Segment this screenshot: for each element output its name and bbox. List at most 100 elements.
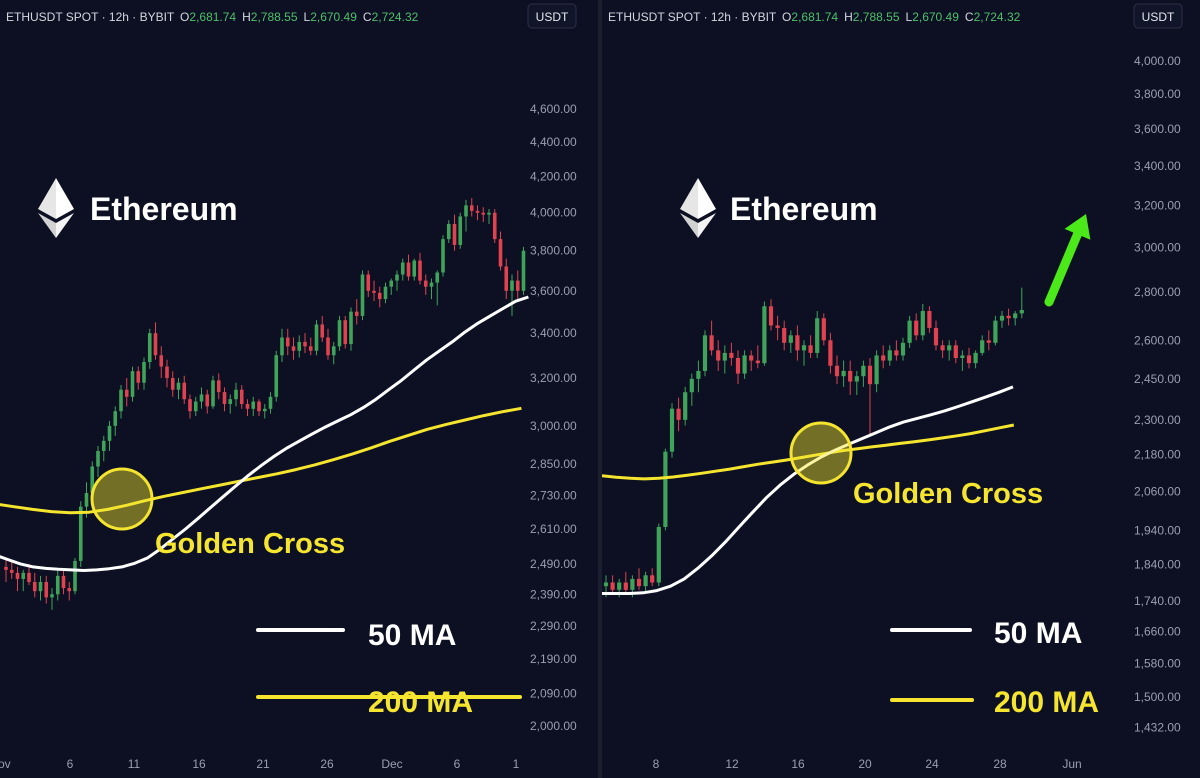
candle-body [636, 578, 642, 587]
candle-body [67, 588, 72, 592]
golden-cross-label: Golden Cross [155, 528, 345, 560]
candle-body [1006, 315, 1011, 319]
x-tick-label: Nov [0, 757, 11, 771]
candle-body [205, 394, 210, 407]
header-o-value: 2,681.74 [791, 10, 838, 24]
candle-body [867, 365, 873, 385]
candle-body [487, 212, 491, 215]
candle-body [199, 394, 204, 402]
candle-body [735, 358, 741, 374]
candle-body [285, 337, 290, 347]
candle-body [966, 355, 972, 364]
y-tick-label: 2,800.00 [1134, 285, 1181, 299]
candle-body [124, 389, 129, 397]
candle-body [927, 311, 932, 328]
candle-body [234, 389, 238, 400]
candle-body [775, 325, 780, 328]
candle-body [423, 280, 428, 287]
candle-body [999, 315, 1005, 321]
candle-body [689, 378, 694, 393]
y-tick-label: 2,850.00 [530, 457, 577, 471]
y-tick-label: 2,450.00 [1134, 372, 1181, 386]
candle-body [182, 382, 187, 400]
currency-button[interactable] [1133, 3, 1183, 29]
candle-body [481, 212, 486, 215]
candle-body [245, 403, 250, 409]
candle-body [709, 335, 714, 351]
candle-body [147, 333, 152, 363]
y-tick-label: 4,000.00 [530, 206, 577, 220]
candle-body [349, 311, 353, 345]
candle-body [412, 260, 417, 277]
candle-body [291, 346, 296, 351]
currency-button-label[interactable]: USDT [1142, 10, 1175, 24]
x-tick-label: 11 [128, 757, 141, 771]
candle-body [610, 582, 615, 590]
candle-body [136, 371, 141, 383]
candle-body [515, 280, 520, 291]
candle-body [400, 262, 405, 275]
header-o-label: O [782, 10, 791, 24]
y-tick-label: 4,000.00 [1134, 54, 1181, 68]
candle-body [617, 582, 622, 590]
candle-body [90, 466, 95, 494]
candle-body [165, 366, 169, 379]
candle-body [881, 355, 886, 361]
candle-body [395, 274, 399, 281]
candle-body [38, 581, 43, 592]
candle-body [337, 320, 342, 347]
candle-body [314, 324, 319, 351]
chart-title: Ethereum [90, 191, 238, 227]
y-tick-label: 1,500.00 [1134, 690, 1181, 704]
header-h-label: H [844, 10, 853, 24]
candle-body [782, 327, 787, 343]
chart-title: Ethereum [730, 191, 878, 227]
candle-body [366, 274, 371, 291]
y-tick-label: 2,060.00 [1134, 484, 1181, 498]
eth-facet-lower-right [56, 213, 74, 238]
header-c-label: C [965, 10, 974, 24]
candle-body [788, 335, 793, 343]
y-tick-label: 2,190.00 [530, 652, 577, 666]
candle-body [696, 370, 701, 379]
candle-body [630, 578, 635, 590]
candle-body [464, 205, 468, 217]
candle-body [257, 401, 261, 412]
candle-body [993, 320, 998, 343]
y-tick-label: 2,180.00 [1134, 448, 1181, 462]
candle-body [159, 355, 164, 367]
candle-body [795, 335, 800, 351]
candle-body [303, 341, 307, 347]
currency-button-label[interactable]: USDT [536, 10, 569, 24]
y-tick-label: 2,610.00 [530, 522, 577, 536]
y-tick-label: 3,800.00 [530, 244, 577, 258]
candle-body [44, 581, 49, 598]
candle-body [429, 282, 434, 287]
candle-body [887, 350, 892, 361]
chart-panel-left: ETHUSDT SPOT · 12h · BYBIT O2,681.74 H2,78… [0, 0, 598, 778]
y-tick-label: 1,740.00 [1134, 594, 1181, 608]
y-tick-label: 3,600.00 [530, 284, 577, 298]
candle-body [894, 350, 899, 356]
candle-body [768, 306, 774, 326]
ma200-line [0, 406, 522, 515]
legend-label: 50 MA [368, 619, 456, 652]
candle-body [15, 572, 20, 579]
candle-body [326, 337, 330, 356]
eth-facet-lower-right [698, 213, 716, 238]
candle-body [55, 575, 60, 595]
ohlc-header: ETHUSDT SPOT · 12h · BYBIT O2,681.74 H2,78… [608, 10, 1021, 24]
candle-body [354, 311, 359, 316]
currency-button[interactable] [527, 3, 577, 29]
candle-body [643, 575, 648, 587]
candle-body [729, 352, 734, 359]
y-tick-label: 4,400.00 [530, 135, 577, 149]
y-tick-label: 1,580.00 [1134, 657, 1181, 671]
candle-body [801, 345, 807, 351]
candle-body [406, 262, 411, 277]
candle-body [980, 340, 985, 353]
candle-body [452, 223, 457, 245]
header-o-value: 2,681.74 [189, 10, 236, 24]
candle-body [61, 575, 66, 589]
candle-body [320, 324, 325, 338]
